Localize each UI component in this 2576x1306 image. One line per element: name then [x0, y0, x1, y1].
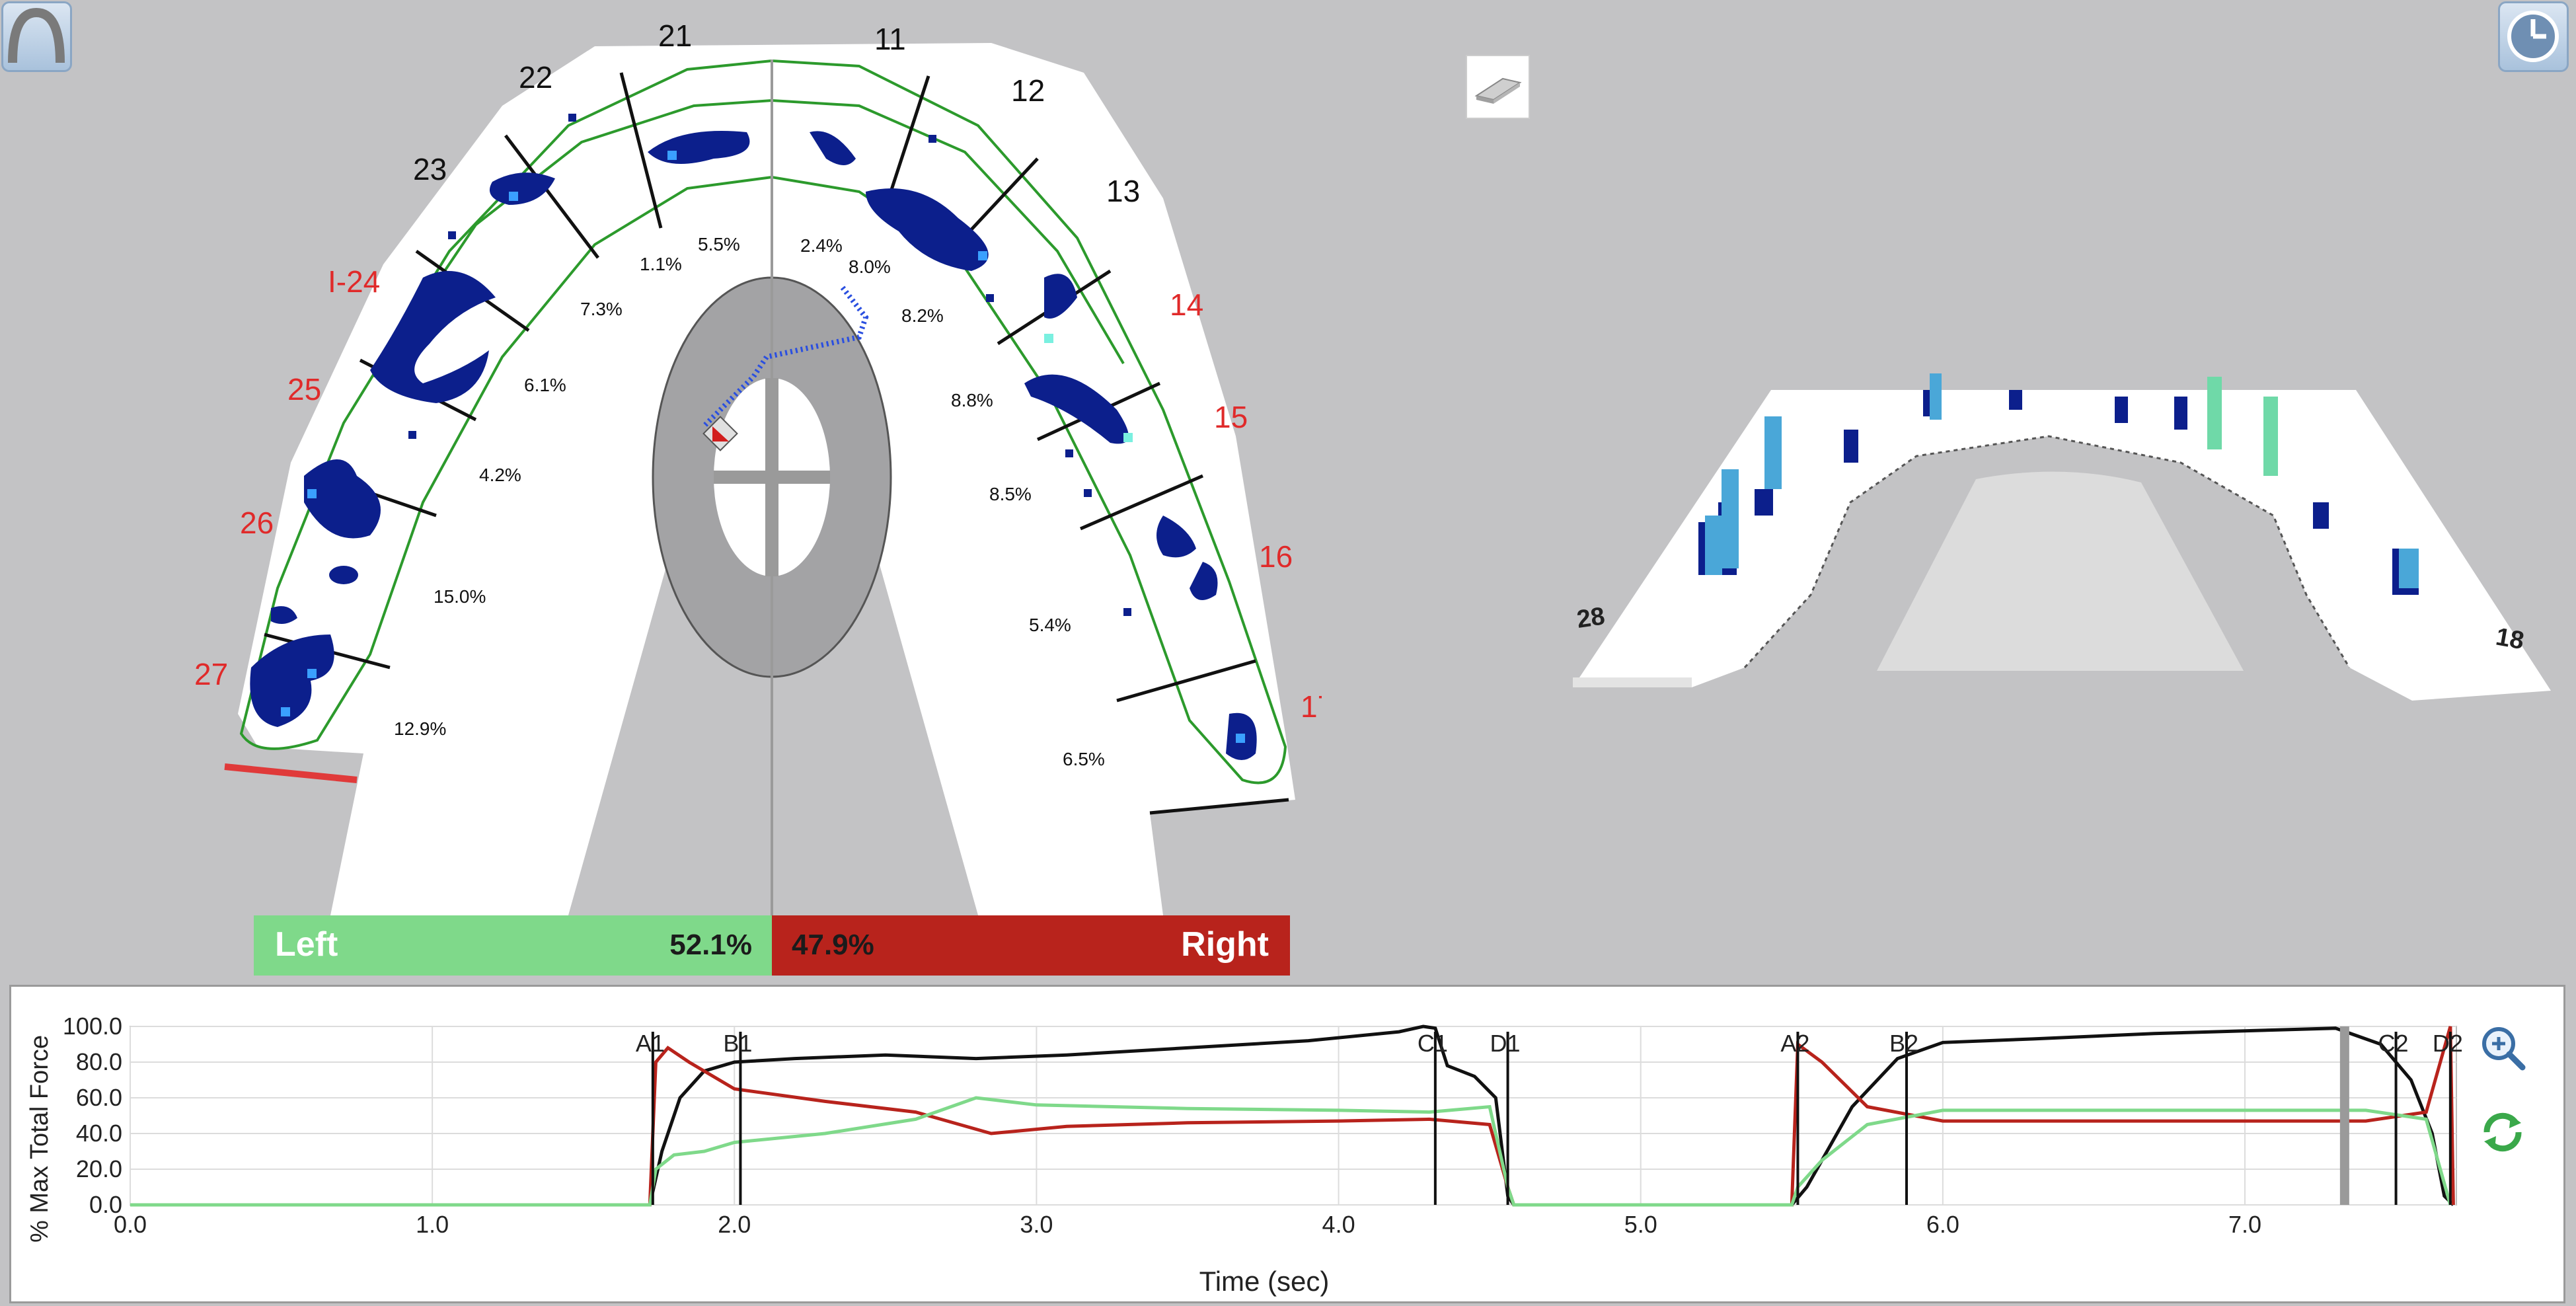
tooth-label-24: I-24 [328, 264, 380, 299]
tooth-label-21: 21 [658, 19, 692, 53]
pct-23: 7.3% [580, 299, 623, 319]
arch-body [238, 43, 1295, 915]
3d-force-columns [1698, 390, 2419, 595]
right-label: Right [1181, 925, 1269, 964]
tooth-label-17: 17 [1301, 689, 1322, 724]
event-marker-label: B2 [1889, 1030, 1918, 1057]
x-tick-label: 2.0 [718, 1211, 751, 1238]
pct-21: 5.5% [698, 234, 740, 254]
x-tick-label: 4.0 [1322, 1211, 1355, 1238]
zoom-button[interactable] [2476, 1021, 2529, 1074]
x-tick-label: 5.0 [1624, 1211, 1657, 1238]
event-marker-label: D1 [1490, 1030, 1521, 1057]
x-tick-label: 6.0 [1926, 1211, 1959, 1238]
series-line-1 [130, 1026, 2455, 1207]
plot-area [130, 1026, 2457, 1206]
pct-12: 8.0% [849, 256, 891, 277]
arch-outer-outline [239, 59, 1287, 785]
pct-11: 2.4% [800, 235, 843, 256]
pct-14: 8.8% [951, 390, 993, 410]
event-marker-label: D2 [2433, 1030, 2463, 1057]
x-tick-label: 3.0 [1020, 1211, 1053, 1238]
3d-arch-icon [1474, 77, 1522, 104]
3d-label-28: 28 [1575, 602, 1607, 633]
tooth-label-15: 15 [1214, 400, 1248, 434]
tooth-label-13: 13 [1106, 174, 1140, 208]
pct-24: 6.1% [524, 375, 566, 395]
refresh-button[interactable] [2476, 1106, 2529, 1159]
tooth-label-26: 26 [240, 506, 274, 540]
tooth-label-16: 16 [1259, 539, 1293, 574]
event-marker-label: A2 [1780, 1030, 1809, 1057]
tooth-label-14: 14 [1170, 288, 1203, 322]
y-tick-label: 60.0 [76, 1084, 122, 1111]
right-value: 47.9% [792, 929, 874, 961]
force-time-chart[interactable]: A1 B1 C1 D1 A2 B2 C2 D2 0.0 20.0 40.0 60.0 80.0 100.… [11, 987, 2563, 1301]
x-axis-label: Time (sec) [1199, 1266, 1330, 1297]
series-line-2 [130, 1096, 2452, 1207]
x-tick-label: 7.0 [2228, 1211, 2261, 1238]
left-balance-bar: Left 52.1% [254, 915, 772, 976]
history-button[interactable] [2498, 1, 2569, 72]
arch-view-button[interactable] [1, 1, 72, 72]
pressure-blobs [250, 114, 1257, 760]
centroid-trace [702, 286, 869, 428]
x-tick-label: 0.0 [114, 1211, 147, 1238]
pct-13: 8.2% [901, 305, 944, 326]
refresh-icon [2483, 1112, 2522, 1152]
y-axis-label: % Max Total Force [26, 1035, 54, 1243]
centroid-marker [702, 416, 738, 451]
y-tick-label: 20.0 [76, 1155, 122, 1182]
y-tick-label: 0.0 [89, 1191, 122, 1218]
pct-17: 6.5% [1063, 749, 1105, 769]
tooth-label-27: 27 [194, 657, 228, 691]
tooth-label-23: 23 [413, 152, 447, 186]
time-cursor[interactable] [2339, 1026, 2349, 1205]
pct-25: 4.2% [479, 465, 521, 485]
y-tick-label: 80.0 [76, 1048, 122, 1075]
right-bar-fill [772, 915, 1290, 976]
tooth-label-25: 25 [287, 372, 321, 406]
pct-27: 12.9% [394, 718, 446, 739]
zoom-in-icon [2482, 1027, 2526, 1071]
tooth-label-11: 11 [874, 22, 906, 56]
3d-view-toggle-button[interactable] [1466, 55, 1530, 119]
x-tick-label: 1.0 [416, 1211, 449, 1238]
tooth-label-22: 22 [519, 60, 552, 95]
left-label: Left [275, 925, 338, 964]
y-tick-label: 40.0 [76, 1120, 122, 1147]
3d-label-18: 18 [2493, 623, 2526, 656]
right-balance-bar: 47.9% Right [772, 915, 1290, 976]
arch-icon [8, 7, 65, 63]
event-marker-label: C1 [1418, 1030, 1448, 1057]
event-marker-label: C2 [2378, 1030, 2409, 1057]
left-bar-fill [254, 915, 772, 976]
series-line-0 [130, 1024, 2455, 1207]
tooth-labels: 21 22 23 I-24 25 26 27 11 12 13 14 15 16… [194, 19, 1322, 724]
y-tick-label: 100.0 [63, 1013, 122, 1040]
tooth-label-12: 12 [1011, 73, 1045, 108]
pct-26: 15.0% [434, 586, 486, 607]
force-time-graph-panel: A1 B1 C1 D1 A2 B2 C2 D2 0.0 20.0 40.0 60.0 80.0 100.… [9, 985, 2565, 1303]
arch-2d-view: 21 22 23 I-24 25 26 27 11 12 13 14 15 16… [194, 19, 1322, 915]
clock-icon [2507, 11, 2559, 62]
event-marker-label: A1 [636, 1030, 665, 1057]
left-value: 52.1% [669, 929, 752, 961]
event-marker-label: B1 [723, 1030, 752, 1057]
pct-22: 1.1% [640, 254, 682, 274]
pct-15: 8.5% [989, 484, 1032, 504]
pct-16: 5.4% [1029, 615, 1071, 635]
